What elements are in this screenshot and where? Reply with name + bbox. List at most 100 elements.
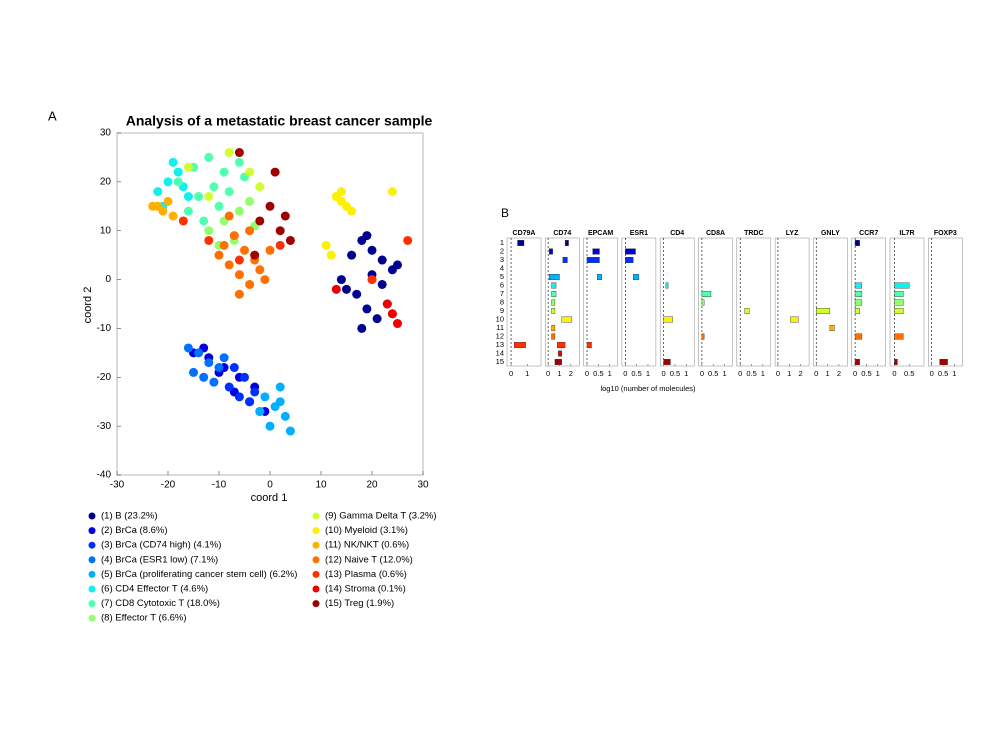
legend-marker bbox=[88, 570, 96, 578]
point bbox=[367, 245, 377, 255]
panel-label: A bbox=[48, 108, 57, 123]
panel-frame bbox=[545, 237, 580, 367]
box bbox=[549, 274, 560, 281]
point bbox=[194, 348, 204, 358]
point bbox=[280, 411, 290, 421]
y-tick-label: 30 bbox=[100, 128, 112, 139]
legend-label: (14) Stroma (0.1%) bbox=[325, 584, 406, 595]
x-tick-label: 1 bbox=[787, 369, 791, 378]
point bbox=[240, 372, 249, 382]
row-label: 15 bbox=[496, 357, 504, 366]
point bbox=[224, 382, 234, 392]
panel-title: CD74 bbox=[553, 230, 571, 237]
panel-frame bbox=[889, 237, 925, 367]
box bbox=[829, 325, 835, 332]
point bbox=[219, 353, 229, 363]
box bbox=[633, 274, 640, 281]
point bbox=[336, 275, 346, 285]
box bbox=[854, 333, 863, 340]
box bbox=[701, 299, 705, 306]
point bbox=[173, 167, 183, 177]
box bbox=[551, 308, 556, 315]
point bbox=[234, 289, 244, 299]
point bbox=[234, 148, 244, 158]
legend-label: (11) NK/NKT (0.6%) bbox=[325, 540, 409, 551]
x-tick-label: 0.5 bbox=[708, 369, 718, 378]
point bbox=[183, 162, 193, 172]
x-tick-label: 1 bbox=[525, 369, 529, 378]
x-tick-label: 10 bbox=[315, 480, 327, 491]
point bbox=[219, 240, 229, 250]
point bbox=[224, 187, 234, 197]
panel-title: GNLY bbox=[821, 230, 840, 237]
box bbox=[551, 282, 557, 289]
point bbox=[377, 255, 387, 265]
point bbox=[209, 182, 219, 192]
legend-marker bbox=[88, 527, 96, 535]
box bbox=[597, 274, 602, 281]
point bbox=[194, 192, 204, 202]
point bbox=[250, 387, 260, 397]
box bbox=[551, 325, 556, 332]
panel-label: B bbox=[501, 206, 509, 220]
x-tick-label: -10 bbox=[212, 480, 227, 491]
box bbox=[551, 291, 557, 298]
panel-frame bbox=[659, 237, 695, 367]
box bbox=[894, 359, 898, 366]
point bbox=[229, 363, 239, 373]
panel-frame bbox=[736, 237, 772, 367]
x-tick-label: 1 bbox=[825, 369, 829, 378]
point bbox=[245, 226, 255, 236]
row-label: 8 bbox=[500, 297, 504, 306]
box bbox=[557, 342, 566, 349]
point bbox=[275, 397, 285, 407]
point bbox=[275, 226, 285, 236]
legend-label: (9) Gamma Delta T (3.2%) bbox=[325, 511, 437, 522]
row-label: 12 bbox=[496, 331, 504, 340]
point bbox=[224, 148, 234, 158]
legend-marker bbox=[312, 600, 320, 608]
y-tick-label: 20 bbox=[100, 176, 112, 187]
row-label: 2 bbox=[500, 246, 504, 255]
point bbox=[234, 157, 244, 167]
point bbox=[234, 206, 244, 216]
box bbox=[854, 282, 863, 289]
x-tick-label: 0 bbox=[509, 369, 513, 378]
x-tick-label: 2 bbox=[569, 369, 573, 378]
row-label: 1 bbox=[500, 238, 504, 247]
box bbox=[894, 299, 904, 306]
x-tick-label: 20 bbox=[366, 480, 378, 491]
x-tick-label: 1 bbox=[952, 369, 956, 378]
point bbox=[219, 167, 229, 177]
point bbox=[347, 206, 357, 216]
box bbox=[854, 299, 863, 306]
x-tick-label: 0.5 bbox=[904, 369, 914, 378]
point bbox=[362, 231, 372, 241]
box bbox=[625, 257, 634, 264]
box bbox=[592, 248, 600, 255]
box bbox=[816, 308, 831, 315]
box bbox=[514, 342, 526, 349]
point bbox=[204, 226, 214, 236]
point bbox=[224, 260, 234, 270]
panel-frame bbox=[928, 237, 963, 367]
point bbox=[199, 372, 209, 382]
point bbox=[245, 196, 255, 206]
legend-label: (5) BrCa (proliferating cancer stem cell… bbox=[101, 569, 297, 580]
point bbox=[189, 367, 198, 377]
x-tick-label: 0.5 bbox=[670, 369, 680, 378]
point bbox=[214, 250, 224, 260]
point bbox=[173, 177, 183, 187]
panel-title: TRDC bbox=[744, 230, 763, 237]
point bbox=[204, 235, 214, 245]
point bbox=[183, 192, 193, 202]
point bbox=[342, 284, 351, 294]
legend-label: (1) B (23.2%) bbox=[101, 511, 158, 522]
x-tick-label: 1 bbox=[646, 369, 650, 378]
panel-title: LYZ bbox=[786, 230, 799, 237]
panel-frame bbox=[698, 237, 733, 367]
point bbox=[382, 299, 392, 309]
point bbox=[260, 392, 270, 402]
point bbox=[285, 235, 295, 245]
